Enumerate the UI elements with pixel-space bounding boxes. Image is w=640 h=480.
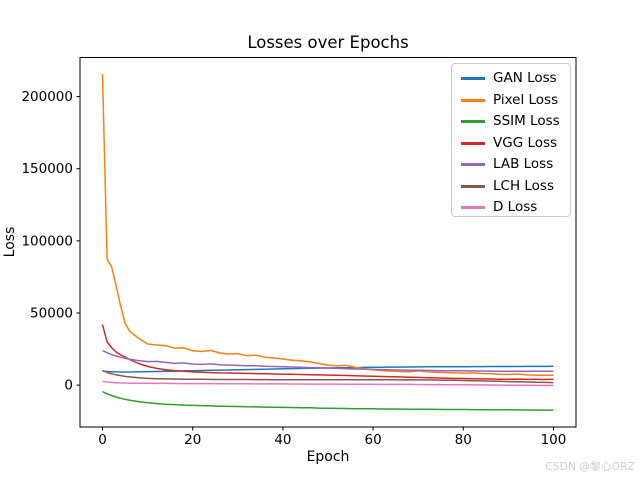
legend-line-swatch xyxy=(461,184,485,188)
legend-item: SSIM Loss xyxy=(452,111,570,133)
y-tick-label: 100000 xyxy=(21,233,73,249)
line-vgg-loss xyxy=(101,324,554,381)
legend-item: Pixel Loss xyxy=(452,90,570,112)
x-tick-label: 20 xyxy=(184,432,201,448)
x-axis-label: Epoch xyxy=(306,449,350,465)
legend-label: SSIM Loss xyxy=(493,113,560,129)
legend: GAN Loss Pixel Loss SSIM Loss VGG Loss LAB L… xyxy=(451,63,571,217)
line-ssim-loss xyxy=(102,391,554,411)
legend-item: LCH Loss xyxy=(452,176,570,198)
legend-line-swatch xyxy=(461,206,485,210)
x-tick-label: 60 xyxy=(364,432,381,448)
legend-item: LAB Loss xyxy=(452,154,570,176)
y-tick-label: 0 xyxy=(64,378,73,394)
x-tick-label: 100 xyxy=(541,432,567,448)
y-tick-label: 50000 xyxy=(30,306,73,322)
x-tick-label: 80 xyxy=(455,432,472,448)
legend-line-swatch xyxy=(461,77,485,81)
legend-label: VGG Loss xyxy=(493,134,558,151)
legend-line-swatch xyxy=(461,141,485,145)
legend-line-swatch xyxy=(461,120,485,124)
legend-label: LCH Loss xyxy=(493,177,555,194)
legend-item: D Loss xyxy=(452,197,570,219)
y-tick-label: 150000 xyxy=(21,161,73,177)
legend-label: D Loss xyxy=(493,199,538,215)
legend-label: LAB Loss xyxy=(493,156,554,172)
legend-line-swatch xyxy=(461,163,485,167)
line-d-loss xyxy=(102,380,554,387)
y-axis-label: Loss xyxy=(2,226,18,258)
x-tick-label: 0 xyxy=(98,432,107,448)
line-pixel-loss xyxy=(101,74,554,377)
chart-title: Losses over Epochs xyxy=(247,33,409,52)
legend-item: GAN Loss xyxy=(452,68,570,90)
legend-item: VGG Loss xyxy=(452,133,570,155)
legend-label: Pixel Loss xyxy=(493,91,559,108)
y-tick-label: 200000 xyxy=(21,89,73,105)
legend-items: GAN Loss Pixel Loss SSIM Loss VGG Loss LAB L… xyxy=(452,68,570,219)
line-lab-loss xyxy=(102,349,554,373)
x-tick-label: 40 xyxy=(274,432,291,448)
legend-line-swatch xyxy=(461,98,485,102)
line-lch-loss xyxy=(102,369,554,384)
watermark: CSDN @黎心ORZ xyxy=(545,461,635,473)
legend-label: GAN Loss xyxy=(493,70,557,86)
axes-spines xyxy=(79,57,577,428)
